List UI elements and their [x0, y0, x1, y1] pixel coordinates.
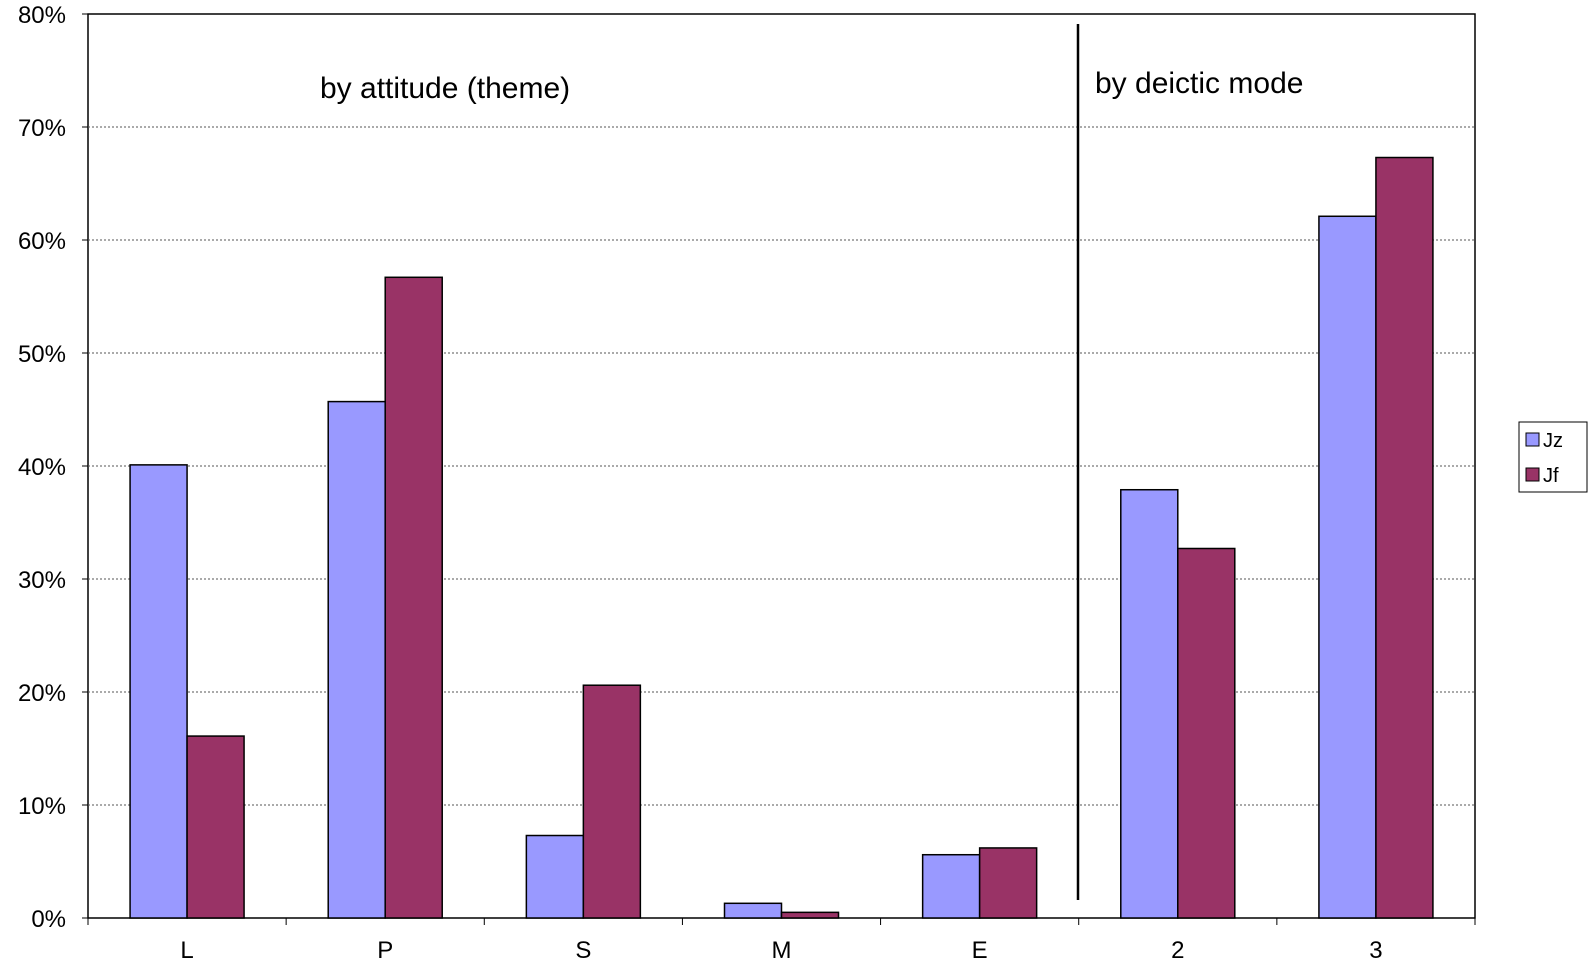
- bar-jz-s: [525, 834, 585, 919]
- bar-jz-l: [129, 464, 188, 919]
- legend-label-jf: Jf: [1543, 465, 1559, 487]
- bar-jf-m: [780, 911, 840, 919]
- annotation-deictic: by deictic mode: [1095, 67, 1303, 100]
- x-axis: L P S M E 2 3: [87, 918, 1476, 964]
- y-tick-label: 20%: [18, 680, 66, 707]
- x-tick-label: P: [377, 937, 393, 964]
- y-tick-label: 10%: [18, 793, 66, 820]
- y-tick-label: 30%: [18, 567, 66, 594]
- bar-jf-2: [1177, 547, 1236, 919]
- annotation-attitude: by attitude (theme): [320, 72, 570, 105]
- legend-label-jz: Jz: [1543, 430, 1563, 452]
- bar-jf-l: [186, 735, 245, 919]
- legend-swatch-jf: [1525, 467, 1540, 482]
- bar-jz-p: [327, 400, 386, 919]
- y-axis: 0% 10% 20% 30% 40% 50% 60% 70% 80%: [18, 2, 88, 933]
- bar-jf-p: [384, 276, 443, 919]
- x-tick-label: S: [575, 937, 591, 964]
- x-tick-label: L: [180, 937, 193, 964]
- x-tick-label: E: [972, 937, 988, 964]
- bar-jf-e: [978, 847, 1038, 919]
- y-tick-label: 40%: [18, 454, 66, 481]
- bar-jz-e: [921, 853, 981, 919]
- x-tick-label: M: [772, 937, 792, 964]
- legend-swatch-jz: [1525, 432, 1540, 447]
- bar-jz-3: [1318, 215, 1377, 919]
- bar-jz-2: [1120, 488, 1179, 919]
- legend: Jz Jf: [1518, 421, 1588, 493]
- y-tick-label: 80%: [18, 2, 66, 29]
- bar-jf-s: [582, 684, 642, 919]
- y-tick-label: 60%: [18, 228, 66, 255]
- y-tick-label: 0%: [31, 906, 66, 933]
- bar-jf-3: [1375, 156, 1434, 919]
- gridlines: [88, 126, 1475, 806]
- x-tick-label: 3: [1369, 937, 1382, 964]
- x-tick-label: 2: [1171, 937, 1184, 964]
- y-tick-label: 50%: [18, 341, 66, 368]
- bar-jz-m: [723, 902, 783, 919]
- y-tick-label: 70%: [18, 115, 66, 142]
- bars: [129, 156, 1434, 919]
